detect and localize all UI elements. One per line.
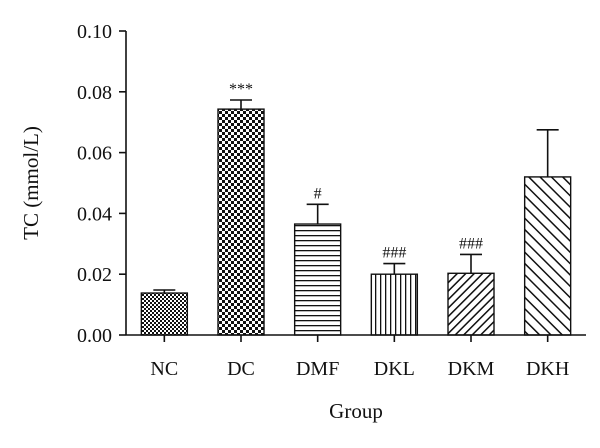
x-tick-label: DKM bbox=[448, 358, 495, 380]
significance-label: ### bbox=[459, 235, 483, 252]
bar-nc bbox=[140, 292, 189, 336]
x-tick-label: DKH bbox=[526, 358, 569, 380]
y-tick-label: 0.00 bbox=[77, 325, 112, 347]
significance-label: # bbox=[314, 185, 322, 202]
x-tick-label: NC bbox=[150, 358, 178, 380]
significance-label: ### bbox=[382, 245, 406, 262]
bars: ***####### bbox=[140, 81, 572, 336]
x-tick-label: DC bbox=[227, 358, 255, 380]
x-axis-ticks: NC DC DMF DKL DKM DKH bbox=[150, 335, 569, 380]
bar-dmf bbox=[293, 223, 342, 336]
x-tick-label: DKL bbox=[374, 358, 415, 380]
bar-dc bbox=[217, 108, 265, 336]
y-tick-label: 0.10 bbox=[77, 21, 112, 43]
y-tick-label: 0.04 bbox=[77, 203, 112, 225]
y-tick-label: 0.02 bbox=[77, 264, 112, 286]
y-axis-ticks: 0.00 0.02 0.04 0.06 0.08 0.10 bbox=[77, 21, 126, 347]
y-tick-label: 0.08 bbox=[77, 82, 112, 104]
y-axis-title: TC (mmol/L) bbox=[19, 126, 43, 240]
significance-label: *** bbox=[229, 81, 253, 98]
bar-dkl bbox=[370, 273, 419, 336]
y-tick-label: 0.06 bbox=[77, 143, 112, 165]
x-axis-title: Group bbox=[329, 399, 383, 423]
bar-dkm bbox=[447, 272, 495, 336]
bar-dkh bbox=[523, 176, 572, 336]
x-tick-label: DMF bbox=[296, 358, 339, 380]
